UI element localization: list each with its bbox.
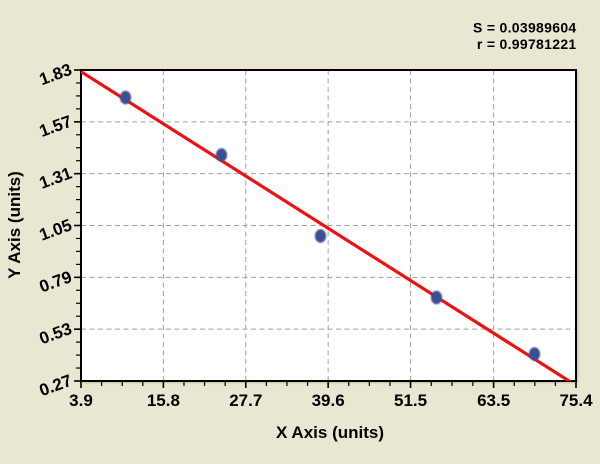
svg-text:1.31: 1.31 xyxy=(37,164,75,193)
svg-text:1.57: 1.57 xyxy=(37,112,75,141)
svg-text:0.79: 0.79 xyxy=(37,267,75,296)
svg-text:X Axis (units): X Axis (units) xyxy=(276,423,384,442)
svg-text:63.5: 63.5 xyxy=(477,391,510,410)
svg-text:1.83: 1.83 xyxy=(37,60,75,89)
svg-text:1.05: 1.05 xyxy=(37,215,75,244)
svg-text:39.6: 39.6 xyxy=(312,391,345,410)
svg-text:27.7: 27.7 xyxy=(229,391,262,410)
svg-text:r = 0.99781221: r = 0.99781221 xyxy=(477,36,577,52)
svg-text:51.5: 51.5 xyxy=(394,391,427,410)
svg-text:S = 0.03989604: S = 0.03989604 xyxy=(473,20,576,36)
svg-text:3.9: 3.9 xyxy=(69,391,93,410)
svg-text:Y Axis (units): Y Axis (units) xyxy=(5,171,24,279)
svg-text:15.8: 15.8 xyxy=(147,391,180,410)
svg-text:75.4: 75.4 xyxy=(559,391,593,410)
svg-text:0.53: 0.53 xyxy=(37,319,75,348)
